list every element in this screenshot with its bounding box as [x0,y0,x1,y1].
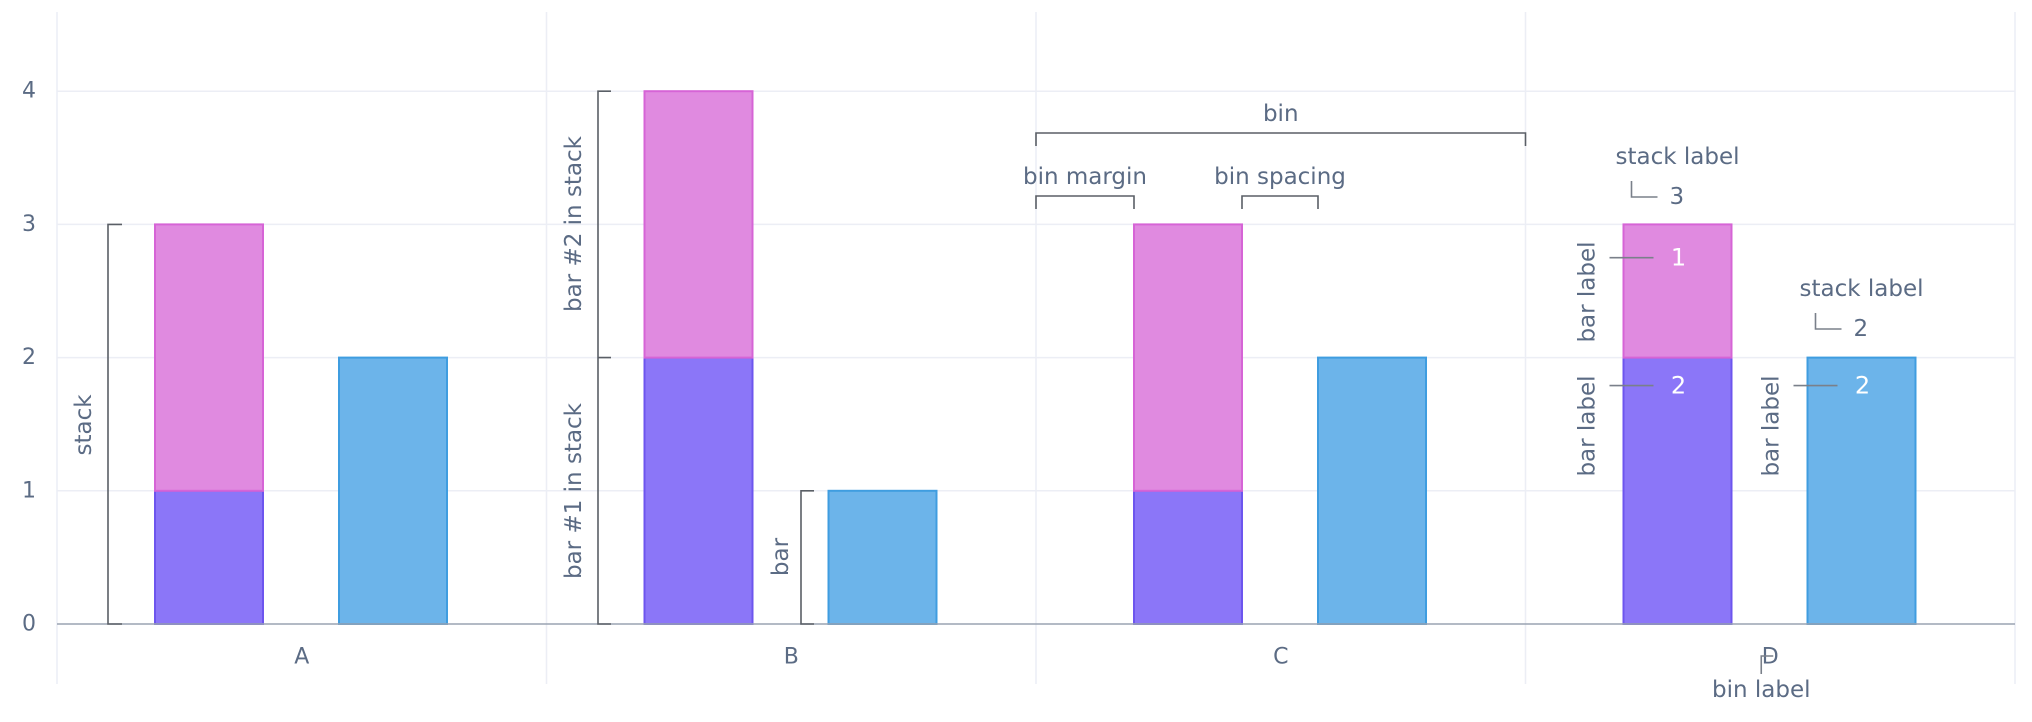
x-tick-label: D [1762,645,1779,670]
bar-C-stack1-segment1 [1133,489,1243,625]
stack-label-leader [1814,313,1842,330]
stack-bracket [107,223,122,625]
x-tick-label: B [784,645,799,670]
bar-D-stack1-segment1 [1622,356,1733,625]
bar-in-stack-bracket [597,90,611,625]
bar1-in-stack-annotation: bar #1 in stack [561,402,587,579]
bar-value-label: 2 [1855,372,1870,400]
bar-B-stack2-segment1 [827,489,938,625]
x-tick-label: C [1273,645,1288,670]
bar2-in-stack-annotation: bar #2 in stack [561,135,587,312]
bar-label-annotation: bar label [1759,375,1785,476]
bar-A-stack1-segment2 [154,223,264,492]
bin-label-leader [1760,655,1774,674]
bar-A-stack2-segment1 [338,356,448,625]
stack-label-leader [1630,181,1658,198]
bar-value-label: 2 [1671,372,1686,400]
bar-D-stack1-segment2 [1622,223,1733,359]
stack-total-label: 3 [1670,184,1685,210]
bar-B-stack1-segment1 [643,356,754,625]
x-tick-label: A [294,645,309,670]
y-tick-label: 3 [22,212,36,237]
bin-spacing-annotation: bin spacing [1214,164,1346,190]
bin-spacing-bracket [1241,195,1319,209]
stack-total-label: 2 [1854,316,1869,342]
bar-C-stack1-segment2 [1133,223,1243,492]
bin-label-annotation: bin label [1712,677,1811,703]
bar-A-stack1-segment1 [154,489,264,625]
stack-label-annotation: stack label [1800,276,1924,302]
bars-layer [154,90,1917,625]
bar-value-label: 1 [1671,244,1686,272]
bin-annotation: bin [1263,101,1299,127]
bar-annotation: bar [768,537,794,576]
bin-margin-bracket [1035,195,1135,209]
bar-B-stack1-segment2 [643,90,754,359]
y-tick-label: 4 [22,79,36,104]
bar-label-annotation: bar label [1575,241,1601,342]
y-tick-label: 0 [22,612,36,637]
stack-annotation: stack [71,394,97,456]
bar-bracket [800,490,814,625]
stack-label-annotation: stack label [1616,144,1740,170]
y-tick-label: 2 [22,345,36,370]
annotation-layer: stack bar #1 in stack bar #2 in stack bar bi… [71,90,1924,703]
bin-bracket [1035,132,1527,146]
bar-label-annotation: bar label [1575,375,1601,476]
bar-D-stack2-segment1 [1806,356,1917,625]
axis-layer: 0 1 2 3 4 A B C D [22,79,2015,670]
bar-C-stack2-segment1 [1317,356,1427,625]
y-tick-label: 1 [22,478,36,503]
bin-margin-annotation: bin margin [1023,164,1147,190]
